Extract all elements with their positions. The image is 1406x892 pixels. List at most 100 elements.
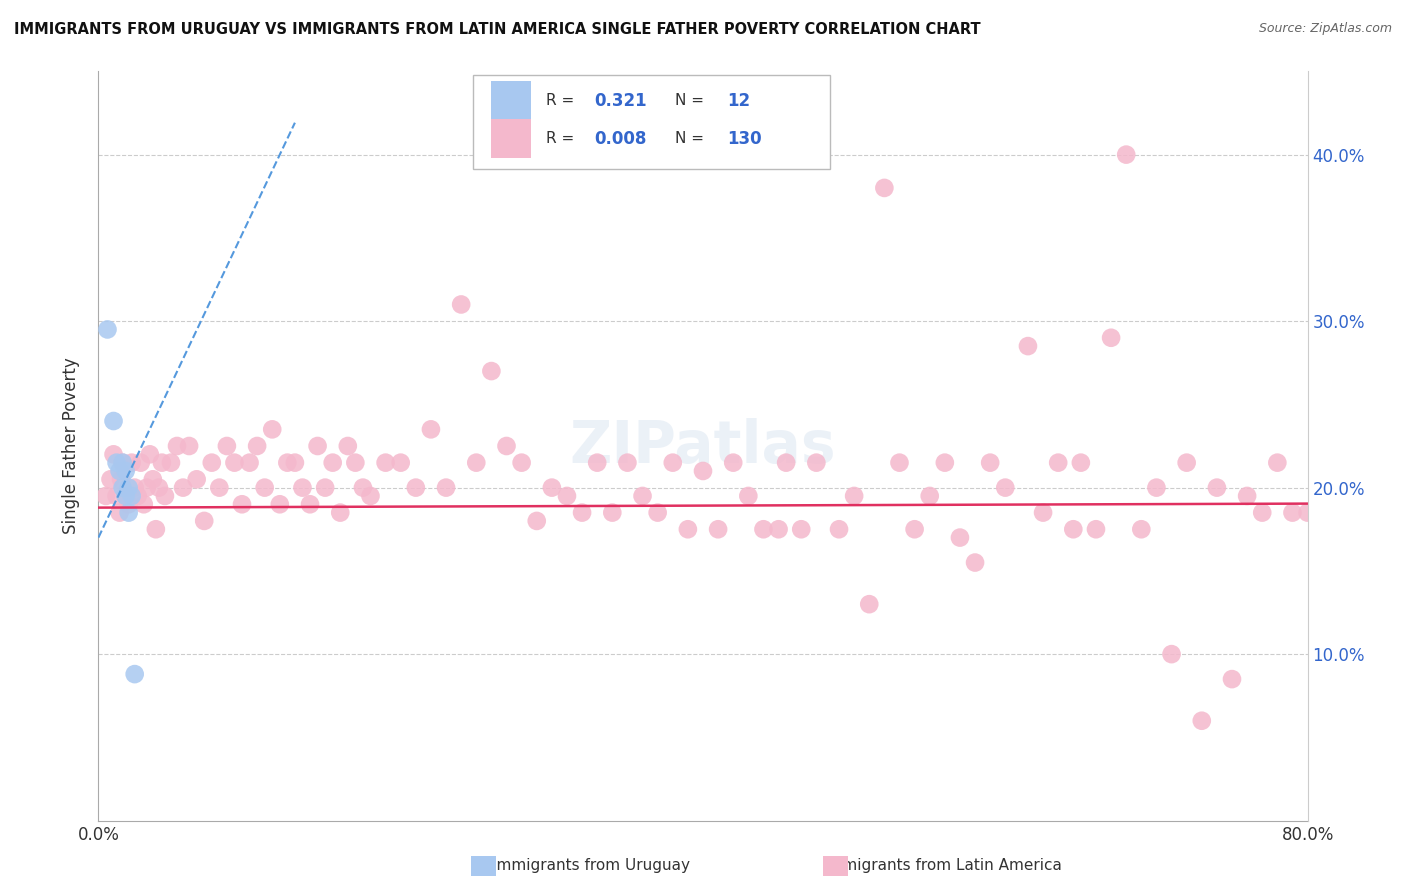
Point — [352, 481, 374, 495]
Point — [450, 297, 472, 311]
Bar — [492, 119, 531, 158]
Point — [139, 447, 162, 461]
Point — [707, 522, 730, 536]
Point — [806, 456, 828, 470]
Point — [904, 522, 927, 536]
Text: R =: R = — [546, 131, 574, 146]
Text: 130: 130 — [727, 130, 762, 148]
Text: 12: 12 — [727, 92, 751, 110]
Point — [481, 364, 503, 378]
Point — [103, 447, 125, 461]
Point — [873, 181, 896, 195]
Y-axis label: Single Father Poverty: Single Father Poverty — [62, 358, 80, 534]
Text: ZIPatlas: ZIPatlas — [569, 417, 837, 475]
Point — [118, 506, 141, 520]
Point — [208, 481, 231, 495]
Point — [1236, 489, 1258, 503]
Point — [661, 456, 683, 470]
Point — [269, 497, 291, 511]
Text: 0.008: 0.008 — [595, 130, 647, 148]
Point — [1220, 672, 1243, 686]
Point — [647, 506, 669, 520]
Point — [389, 456, 412, 470]
Point — [201, 456, 224, 470]
Text: R =: R = — [546, 93, 574, 108]
Point — [322, 456, 344, 470]
Point — [1032, 506, 1054, 520]
Point — [994, 481, 1017, 495]
Point — [111, 456, 134, 470]
Text: Immigrants from Latin America: Immigrants from Latin America — [823, 858, 1062, 872]
Point — [96, 322, 118, 336]
Point — [1296, 506, 1319, 520]
Point — [129, 456, 152, 470]
Point — [94, 489, 117, 503]
Point — [979, 456, 1001, 470]
FancyBboxPatch shape — [474, 75, 830, 169]
Point — [307, 439, 329, 453]
Point — [121, 489, 143, 503]
Point — [1099, 331, 1122, 345]
Point — [108, 506, 131, 520]
Point — [160, 456, 183, 470]
Point — [100, 472, 122, 486]
Point — [1175, 456, 1198, 470]
Point — [1085, 522, 1108, 536]
Point — [1206, 481, 1229, 495]
Point — [1115, 147, 1137, 161]
Point — [253, 481, 276, 495]
Point — [965, 556, 987, 570]
Point — [586, 456, 609, 470]
Point — [775, 456, 797, 470]
Point — [329, 506, 352, 520]
Point — [108, 464, 131, 478]
Point — [555, 489, 578, 503]
Point — [1281, 506, 1303, 520]
Text: Source: ZipAtlas.com: Source: ZipAtlas.com — [1258, 22, 1392, 36]
Point — [186, 472, 208, 486]
Point — [889, 456, 911, 470]
Point — [132, 497, 155, 511]
Text: N =: N = — [675, 131, 704, 146]
Point — [949, 531, 972, 545]
Text: N =: N = — [675, 93, 704, 108]
Point — [231, 497, 253, 511]
Point — [420, 422, 443, 436]
Point — [246, 439, 269, 453]
Point — [124, 481, 146, 495]
Point — [858, 597, 880, 611]
Point — [692, 464, 714, 478]
Point — [105, 489, 128, 503]
Bar — [492, 81, 531, 120]
Point — [179, 439, 201, 453]
Point — [262, 422, 284, 436]
Point — [1047, 456, 1070, 470]
Point — [405, 481, 427, 495]
Point — [602, 506, 624, 520]
Point — [111, 456, 134, 470]
Point — [934, 456, 956, 470]
Point — [844, 489, 866, 503]
Point — [124, 667, 146, 681]
Point — [314, 481, 336, 495]
Point — [291, 481, 314, 495]
Point — [215, 439, 238, 453]
Point — [540, 481, 562, 495]
Point — [142, 472, 165, 486]
Point — [114, 464, 136, 478]
Point — [118, 481, 141, 495]
Point — [360, 489, 382, 503]
Point — [723, 456, 745, 470]
Point — [1160, 647, 1182, 661]
Point — [135, 481, 157, 495]
Point — [790, 522, 813, 536]
Point — [1251, 506, 1274, 520]
Point — [828, 522, 851, 536]
Point — [121, 456, 143, 470]
Point — [239, 456, 262, 470]
Text: 0.321: 0.321 — [595, 92, 647, 110]
Point — [276, 456, 298, 470]
Point — [299, 497, 322, 511]
Text: IMMIGRANTS FROM URUGUAY VS IMMIGRANTS FROM LATIN AMERICA SINGLE FATHER POVERTY C: IMMIGRANTS FROM URUGUAY VS IMMIGRANTS FR… — [14, 22, 981, 37]
Point — [103, 414, 125, 428]
